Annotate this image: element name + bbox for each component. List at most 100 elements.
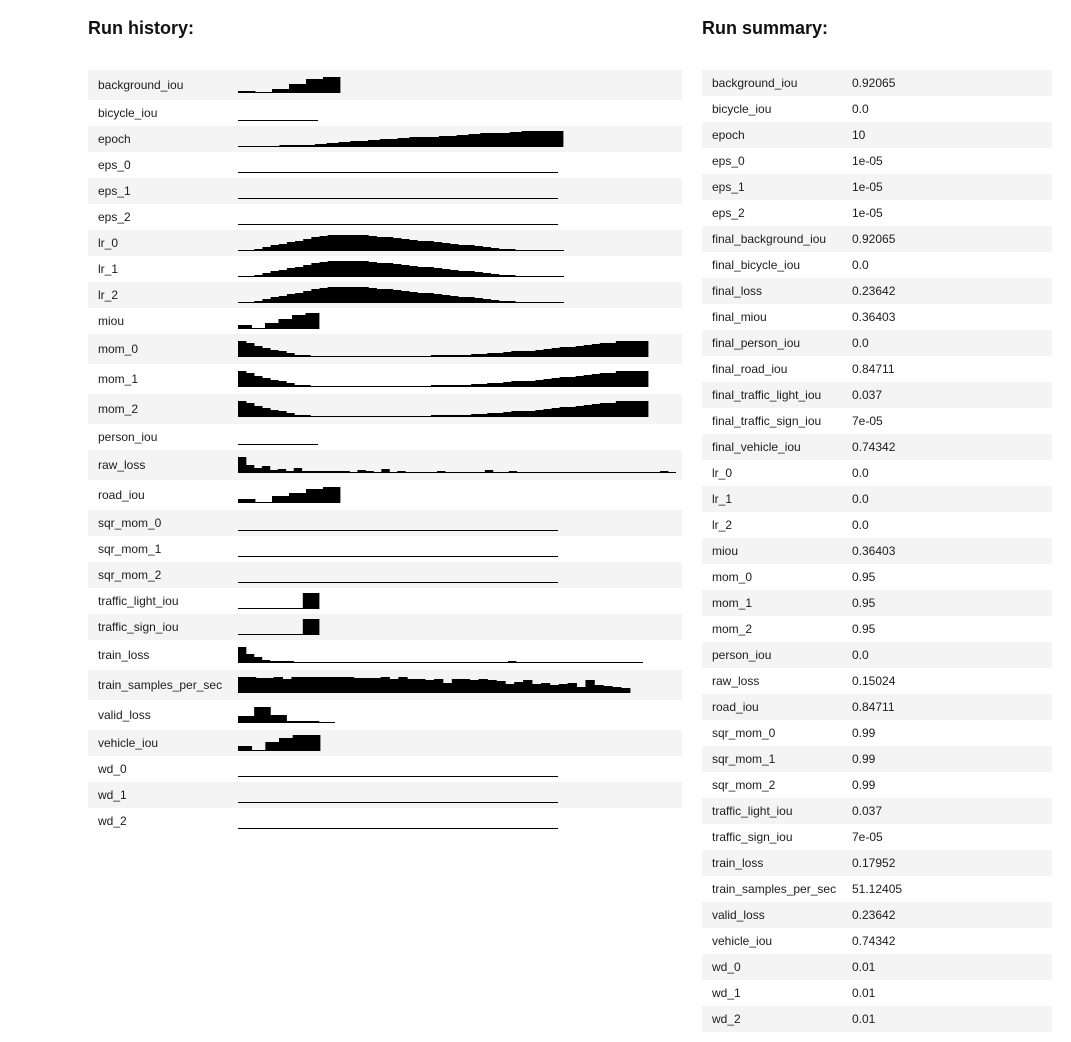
- sparkline-bar: [441, 295, 451, 303]
- summary-key: vehicle_iou: [712, 934, 773, 948]
- summary-key: final_traffic_light_iou: [702, 382, 842, 408]
- sparkline-bar: [357, 470, 366, 473]
- sparkline-bar: [254, 376, 263, 387]
- sparkline-bar: [261, 146, 268, 147]
- sparkline-bar: [639, 341, 649, 357]
- sparkline-bar: [368, 288, 377, 303]
- sparkline-bar: [474, 134, 481, 147]
- summary-row: final_bicycle_iou 0.0: [702, 252, 1052, 278]
- sparkline-bar: [293, 468, 303, 473]
- sparkline-bar: [433, 268, 443, 277]
- sparkline-bar: [535, 380, 544, 387]
- sparkline-bar: [558, 684, 569, 693]
- summary-value: 7e-05: [852, 830, 883, 844]
- sparkline-bar: [498, 301, 508, 303]
- history-row: wd_1: [88, 782, 682, 808]
- sparkline-bar: [420, 662, 429, 663]
- summary-row: mom_1 0.95: [702, 590, 1052, 616]
- history-sparkline: [238, 776, 558, 777]
- summary-row: wd_0 0.01: [702, 954, 1052, 980]
- summary-key: final_background_iou: [702, 226, 842, 252]
- sparkline-bar: [380, 677, 390, 693]
- sparkline-bar: [303, 265, 312, 277]
- history-row: train_samples_per_sec: [88, 670, 682, 700]
- summary-value: 7e-05: [852, 414, 883, 428]
- sparkline-bar: [576, 687, 586, 693]
- sparkline-bar: [381, 469, 390, 473]
- summary-row: miou 0.36403: [702, 538, 1052, 564]
- summary-value: 0.99: [852, 778, 876, 792]
- sparkline-bar: [289, 84, 307, 93]
- sparkline-bar: [484, 470, 494, 473]
- summary-key: sqr_mom_2: [712, 778, 776, 792]
- sparkline-bar: [479, 354, 488, 357]
- sparkline-bar: [599, 403, 609, 417]
- summary-row: train_loss 0.17952: [702, 850, 1052, 876]
- sparkline-bar: [286, 268, 296, 277]
- history-row: lr_0: [88, 230, 682, 256]
- sparkline-bar: [511, 381, 520, 387]
- summary-key: eps_0: [712, 154, 745, 168]
- sparkline-bar: [238, 716, 255, 723]
- sparkline-bar: [238, 341, 247, 357]
- summary-value: 0.01: [842, 1006, 1052, 1032]
- sparkline-bar: [557, 131, 564, 147]
- history-metric-label: sqr_mom_0: [98, 516, 162, 530]
- sparkline-bar: [500, 662, 509, 663]
- sparkline-bar: [540, 472, 549, 473]
- sparkline-bar: [270, 715, 287, 723]
- sparkline-bar: [506, 249, 516, 251]
- sparkline-bar: [302, 415, 311, 417]
- summary-key: lr_1: [702, 486, 842, 512]
- sparkline-bar: [301, 662, 310, 663]
- sparkline-bar: [320, 144, 328, 147]
- sparkline-bar: [416, 679, 426, 693]
- sparkline-bar: [360, 261, 369, 277]
- summary-value: 0.74342: [842, 434, 1052, 460]
- sparkline-bar: [309, 471, 319, 473]
- sparkline-bar: [441, 243, 451, 251]
- sparkline-bar: [255, 502, 273, 503]
- sparkline-bar: [285, 471, 295, 473]
- summary-value: 0.84711: [842, 694, 1052, 720]
- sparkline-bar: [487, 680, 497, 693]
- sparkline-bar: [350, 141, 357, 147]
- sparkline-bar: [246, 343, 255, 357]
- summary-value: 0.0: [852, 258, 869, 272]
- sparkline-bar: [357, 662, 366, 663]
- history-metric-label: lr_1: [98, 262, 119, 276]
- sparkline-bar: [438, 136, 446, 147]
- summary-value: 0.23642: [842, 278, 1052, 304]
- sparkline-bar: [519, 381, 528, 387]
- sparkline-bar: [294, 355, 303, 357]
- sparkline-bar: [486, 133, 493, 147]
- sparkline-bar: [521, 131, 528, 147]
- sparkline-bar: [277, 661, 287, 663]
- sparkline-bar: [302, 385, 311, 387]
- sparkline-bar: [437, 471, 446, 473]
- sparkline-bar: [335, 235, 345, 251]
- sparkline-bar: [615, 341, 625, 357]
- history-sparkline: [238, 235, 564, 251]
- history-metric-label: lr_0: [98, 236, 119, 250]
- history-row: road_iou: [88, 480, 682, 510]
- sparkline-bar: [429, 472, 438, 473]
- sparkline-bar: [310, 619, 320, 635]
- sparkline-bar: [327, 287, 337, 303]
- summary-value: 0.0: [852, 518, 869, 532]
- sparkline-bar: [303, 145, 310, 147]
- sparkline-bar: [390, 416, 400, 417]
- history-metric-label: vehicle_iou: [98, 736, 159, 750]
- summary-value: 0.99: [852, 726, 876, 740]
- sparkline-bar: [238, 457, 247, 473]
- history-row: bicycle_iou: [88, 100, 682, 126]
- sparkline-bar: [293, 662, 302, 663]
- sparkline-bar: [471, 414, 480, 417]
- history-sparkline: [238, 371, 649, 387]
- sparkline-bar: [353, 678, 364, 693]
- sparkline-bar: [543, 379, 552, 387]
- sparkline-bar: [476, 662, 485, 663]
- sparkline-bar: [292, 735, 307, 751]
- sparkline-bar: [289, 493, 307, 503]
- summary-key: traffic_sign_iou: [712, 830, 793, 844]
